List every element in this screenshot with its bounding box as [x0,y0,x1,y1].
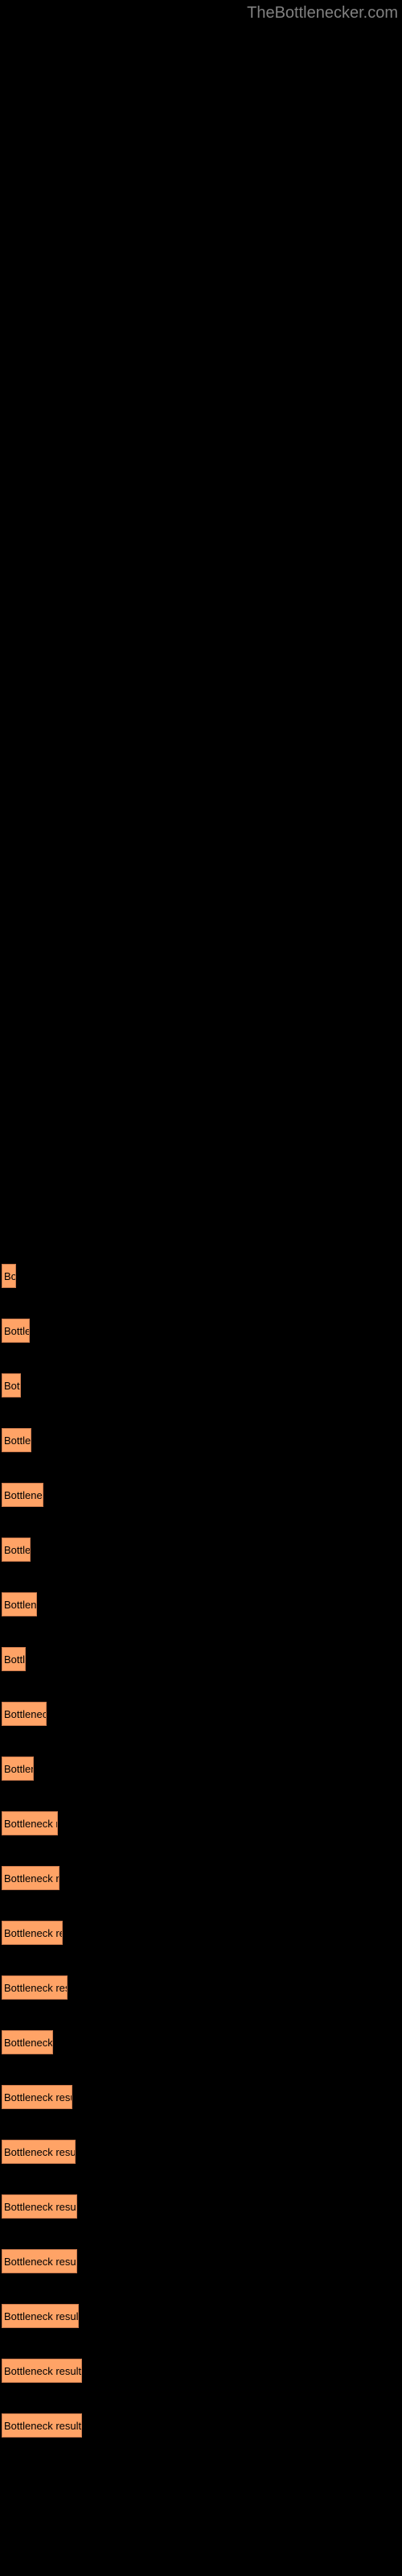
bar-chart-container: Bo Bottlene Bott Bottlene Bottleneck r Bottle… [0,0,402,2492]
bar-row: Bottler [2,1647,402,1671]
bar-row: Bottleneck resu [2,2030,402,2054]
result-bar: Bottler [2,1647,26,1671]
bar-row: Bo [2,1264,402,1288]
bar-row: Bottleneck result [2,1921,402,1945]
result-bar: Bottleneck result [2,2249,77,2273]
bar-row: Bottleneck result [2,2140,402,2164]
bar-row: Bottleneck result [2,1866,402,1890]
result-bar: Bottleneck result [2,2359,82,2383]
result-bar: Bottleneck result [2,1975,68,2000]
result-bar: Bottleneck r [2,1483,43,1507]
bar-row: Bottleneck result [2,2304,402,2328]
bar-row: Bottlene [2,1428,402,1452]
bar-row: Bottleneck result [2,2085,402,2109]
bar-row: Bottleneck re [2,1702,402,1726]
result-bar: Bottlenec [2,1757,34,1781]
result-bar: Bottleneck result [2,1921,63,1945]
bar-row: Bottlene [2,1319,402,1343]
bar-row: Bottleneck result [2,1811,402,1835]
result-bar: Bottleneck resu [2,2030,53,2054]
result-bar: Bottleneck [2,1592,37,1616]
result-bar: Bottleneck result [2,2085,72,2109]
bar-row: Bottlenec [2,1757,402,1781]
result-bar: Bottleneck result [2,1866,59,1890]
result-bar: Bottlene [2,1538,31,1562]
bar-row: Bottleneck result [2,2413,402,2438]
bar-row: Bottleneck r [2,1483,402,1507]
bar-row: Bottlene [2,1538,402,1562]
bar-row: Bottleneck result [2,2359,402,2383]
result-bar: Bo [2,1264,16,1288]
watermark-text: TheBottlenecker.com [247,4,398,23]
result-bar: Bottleneck result [2,1811,58,1835]
result-bar: Bottleneck result [2,2413,82,2438]
result-bar: Bottleneck result [2,2304,79,2328]
result-bar: Bottleneck result [2,2140,76,2164]
bar-row: Bott [2,1373,402,1397]
result-bar: Bottlene [2,1428,31,1452]
bar-row: Bottleneck result [2,2249,402,2273]
bar-row: Bottleneck [2,1592,402,1616]
bar-row: Bottleneck result [2,1975,402,2000]
bar-row: Bottleneck result [2,2194,402,2219]
result-bar: Bottleneck re [2,1702,47,1726]
result-bar: Bottlene [2,1319,30,1343]
result-bar: Bottleneck result [2,2194,77,2219]
result-bar: Bott [2,1373,21,1397]
